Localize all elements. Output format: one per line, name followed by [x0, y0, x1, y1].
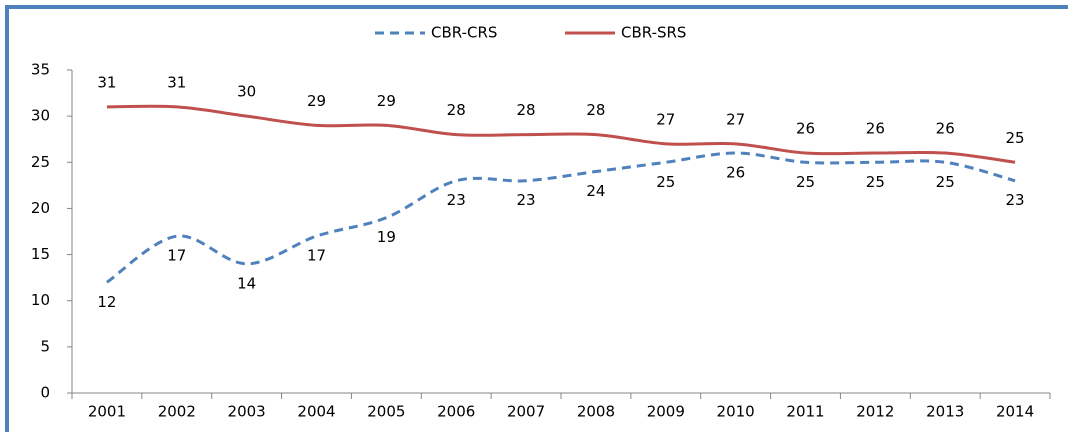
y-tick-label: 20 — [31, 199, 50, 217]
data-label: 29 — [377, 92, 396, 110]
data-label: 29 — [307, 92, 326, 110]
x-tick-label: 2002 — [158, 403, 196, 421]
data-label: 25 — [866, 173, 885, 191]
x-tick-label: 2008 — [577, 403, 615, 421]
data-label: 26 — [936, 120, 955, 138]
series-line — [106, 151, 1016, 284]
data-label: 30 — [237, 83, 256, 101]
data-label: 28 — [517, 101, 536, 119]
data-label: 23 — [517, 191, 536, 209]
data-label: 31 — [97, 73, 116, 91]
y-tick-label: 15 — [31, 245, 50, 263]
data-label: 17 — [167, 247, 186, 265]
data-label: 28 — [447, 101, 466, 119]
x-tick-label: 2005 — [367, 403, 405, 421]
data-label: 31 — [167, 73, 186, 91]
data-label: 17 — [307, 247, 326, 265]
data-label: 14 — [237, 274, 256, 292]
data-label: 24 — [586, 182, 605, 200]
series-line — [106, 104, 1016, 164]
data-label: 23 — [447, 191, 466, 209]
data-label: 26 — [866, 120, 885, 138]
y-tick-label: 35 — [31, 61, 50, 79]
x-tick-label: 2014 — [996, 403, 1034, 421]
data-label: 26 — [726, 164, 745, 182]
y-tick-label: 30 — [31, 107, 50, 125]
x-tick-label: 2012 — [856, 403, 894, 421]
data-label: 23 — [1006, 191, 1025, 209]
x-tick-label: 2001 — [88, 403, 126, 421]
y-tick-label: 0 — [40, 384, 50, 402]
y-tick-label: 5 — [40, 337, 50, 355]
x-tick-label: 2004 — [297, 403, 335, 421]
data-label: 25 — [936, 173, 955, 191]
data-label: 25 — [1006, 129, 1025, 147]
data-label: 27 — [726, 110, 745, 128]
x-tick-label: 2009 — [647, 403, 685, 421]
data-label: 19 — [377, 228, 396, 246]
frame-border — [5, 5, 1068, 432]
x-tick-label: 2006 — [437, 403, 475, 421]
x-tick-label: 2013 — [926, 403, 964, 421]
x-tick-label: 2010 — [717, 403, 755, 421]
x-tick-label: 2007 — [507, 403, 545, 421]
data-label: 25 — [796, 173, 815, 191]
data-label: 12 — [97, 293, 116, 311]
data-label: 27 — [656, 110, 675, 128]
data-label: 25 — [656, 173, 675, 191]
y-tick-label: 25 — [31, 153, 50, 171]
legend-label: CBR-SRS — [621, 24, 686, 42]
data-label: 26 — [796, 120, 815, 138]
x-tick-label: 2011 — [786, 403, 824, 421]
y-tick-label: 10 — [31, 291, 50, 309]
data-label: 28 — [586, 101, 605, 119]
x-tick-label: 2003 — [228, 403, 266, 421]
legend-label: CBR-CRS — [431, 24, 497, 42]
